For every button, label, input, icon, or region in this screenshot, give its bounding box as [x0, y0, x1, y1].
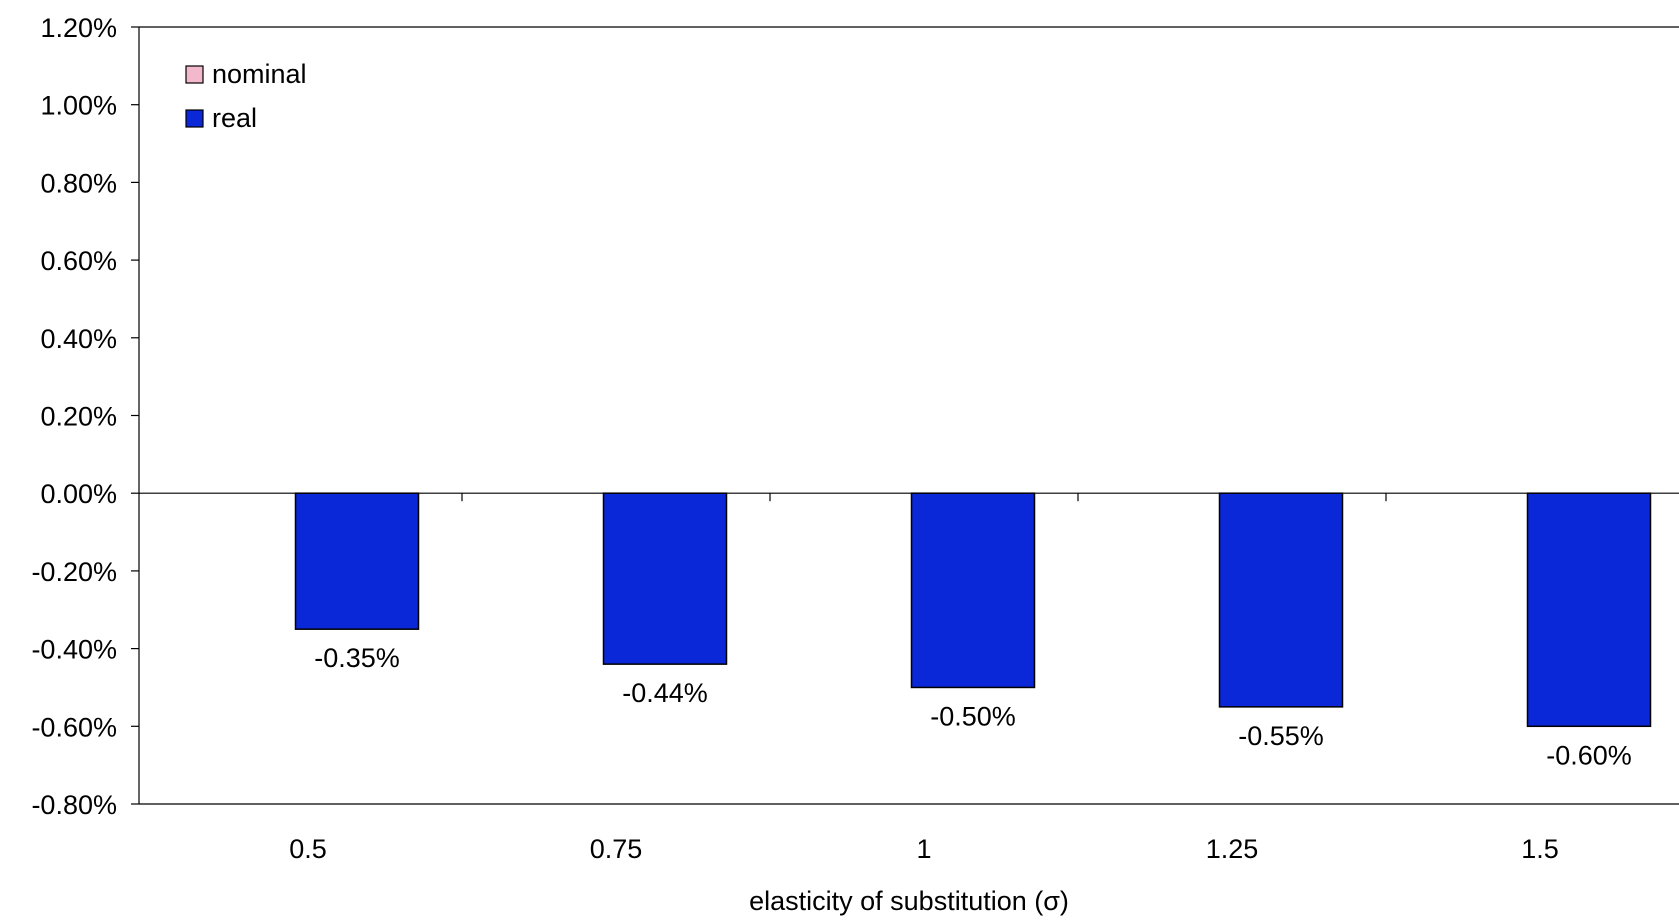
y-axis-ticks: 1.20% 1.00% 0.80% 0.60% 0.40% 0.20% 0.00% -0.20…	[31, 13, 139, 820]
y-tick-label: 0.00%	[40, 479, 117, 509]
data-label: -0.55%	[1238, 721, 1324, 751]
bar-real	[602, 492, 728, 665]
y-tick-label: 1.00%	[40, 91, 117, 121]
bar-real	[294, 492, 420, 630]
legend-label-real: real	[212, 103, 257, 133]
y-tick-label: 0.40%	[40, 324, 117, 354]
x-tick-label: 1	[916, 834, 931, 864]
x-axis-title: elasticity of substitution (σ)	[749, 886, 1069, 916]
data-label: -0.60%	[1546, 740, 1632, 770]
legend-label-nominal: nominal	[212, 59, 307, 89]
x-tick-label: 1.5	[1521, 834, 1559, 864]
y-tick-label: -0.60%	[31, 712, 117, 742]
legend-swatch-real	[185, 109, 204, 128]
axes	[138, 26, 1679, 805]
data-label: -0.44%	[622, 678, 708, 708]
data-labels: -0.35% -0.44% -0.50% -0.55% -0.60%	[314, 643, 1632, 770]
bar-real	[910, 492, 1036, 689]
bars	[294, 492, 1652, 728]
y-tick-label: -0.20%	[31, 557, 117, 587]
bar-real	[1218, 492, 1344, 708]
y-tick-label: 0.80%	[40, 168, 117, 198]
legend-swatch-nominal	[185, 65, 204, 84]
y-tick-label: -0.80%	[31, 790, 117, 820]
x-tick-label: 1.25	[1206, 834, 1259, 864]
bar-real	[1526, 492, 1652, 728]
data-label: -0.50%	[930, 701, 1016, 731]
y-tick-label: 1.20%	[40, 13, 117, 43]
x-tick-label: 0.5	[289, 834, 327, 864]
y-tick-label: 0.60%	[40, 246, 117, 276]
x-tick-label: 0.75	[590, 834, 643, 864]
data-label: -0.35%	[314, 643, 400, 673]
x-axis-ticks: 0.5 0.75 1 1.25 1.5	[289, 493, 1559, 864]
legend: nominal real	[185, 59, 307, 133]
y-tick-label: -0.40%	[31, 635, 117, 665]
y-tick-label: 0.20%	[40, 402, 117, 432]
